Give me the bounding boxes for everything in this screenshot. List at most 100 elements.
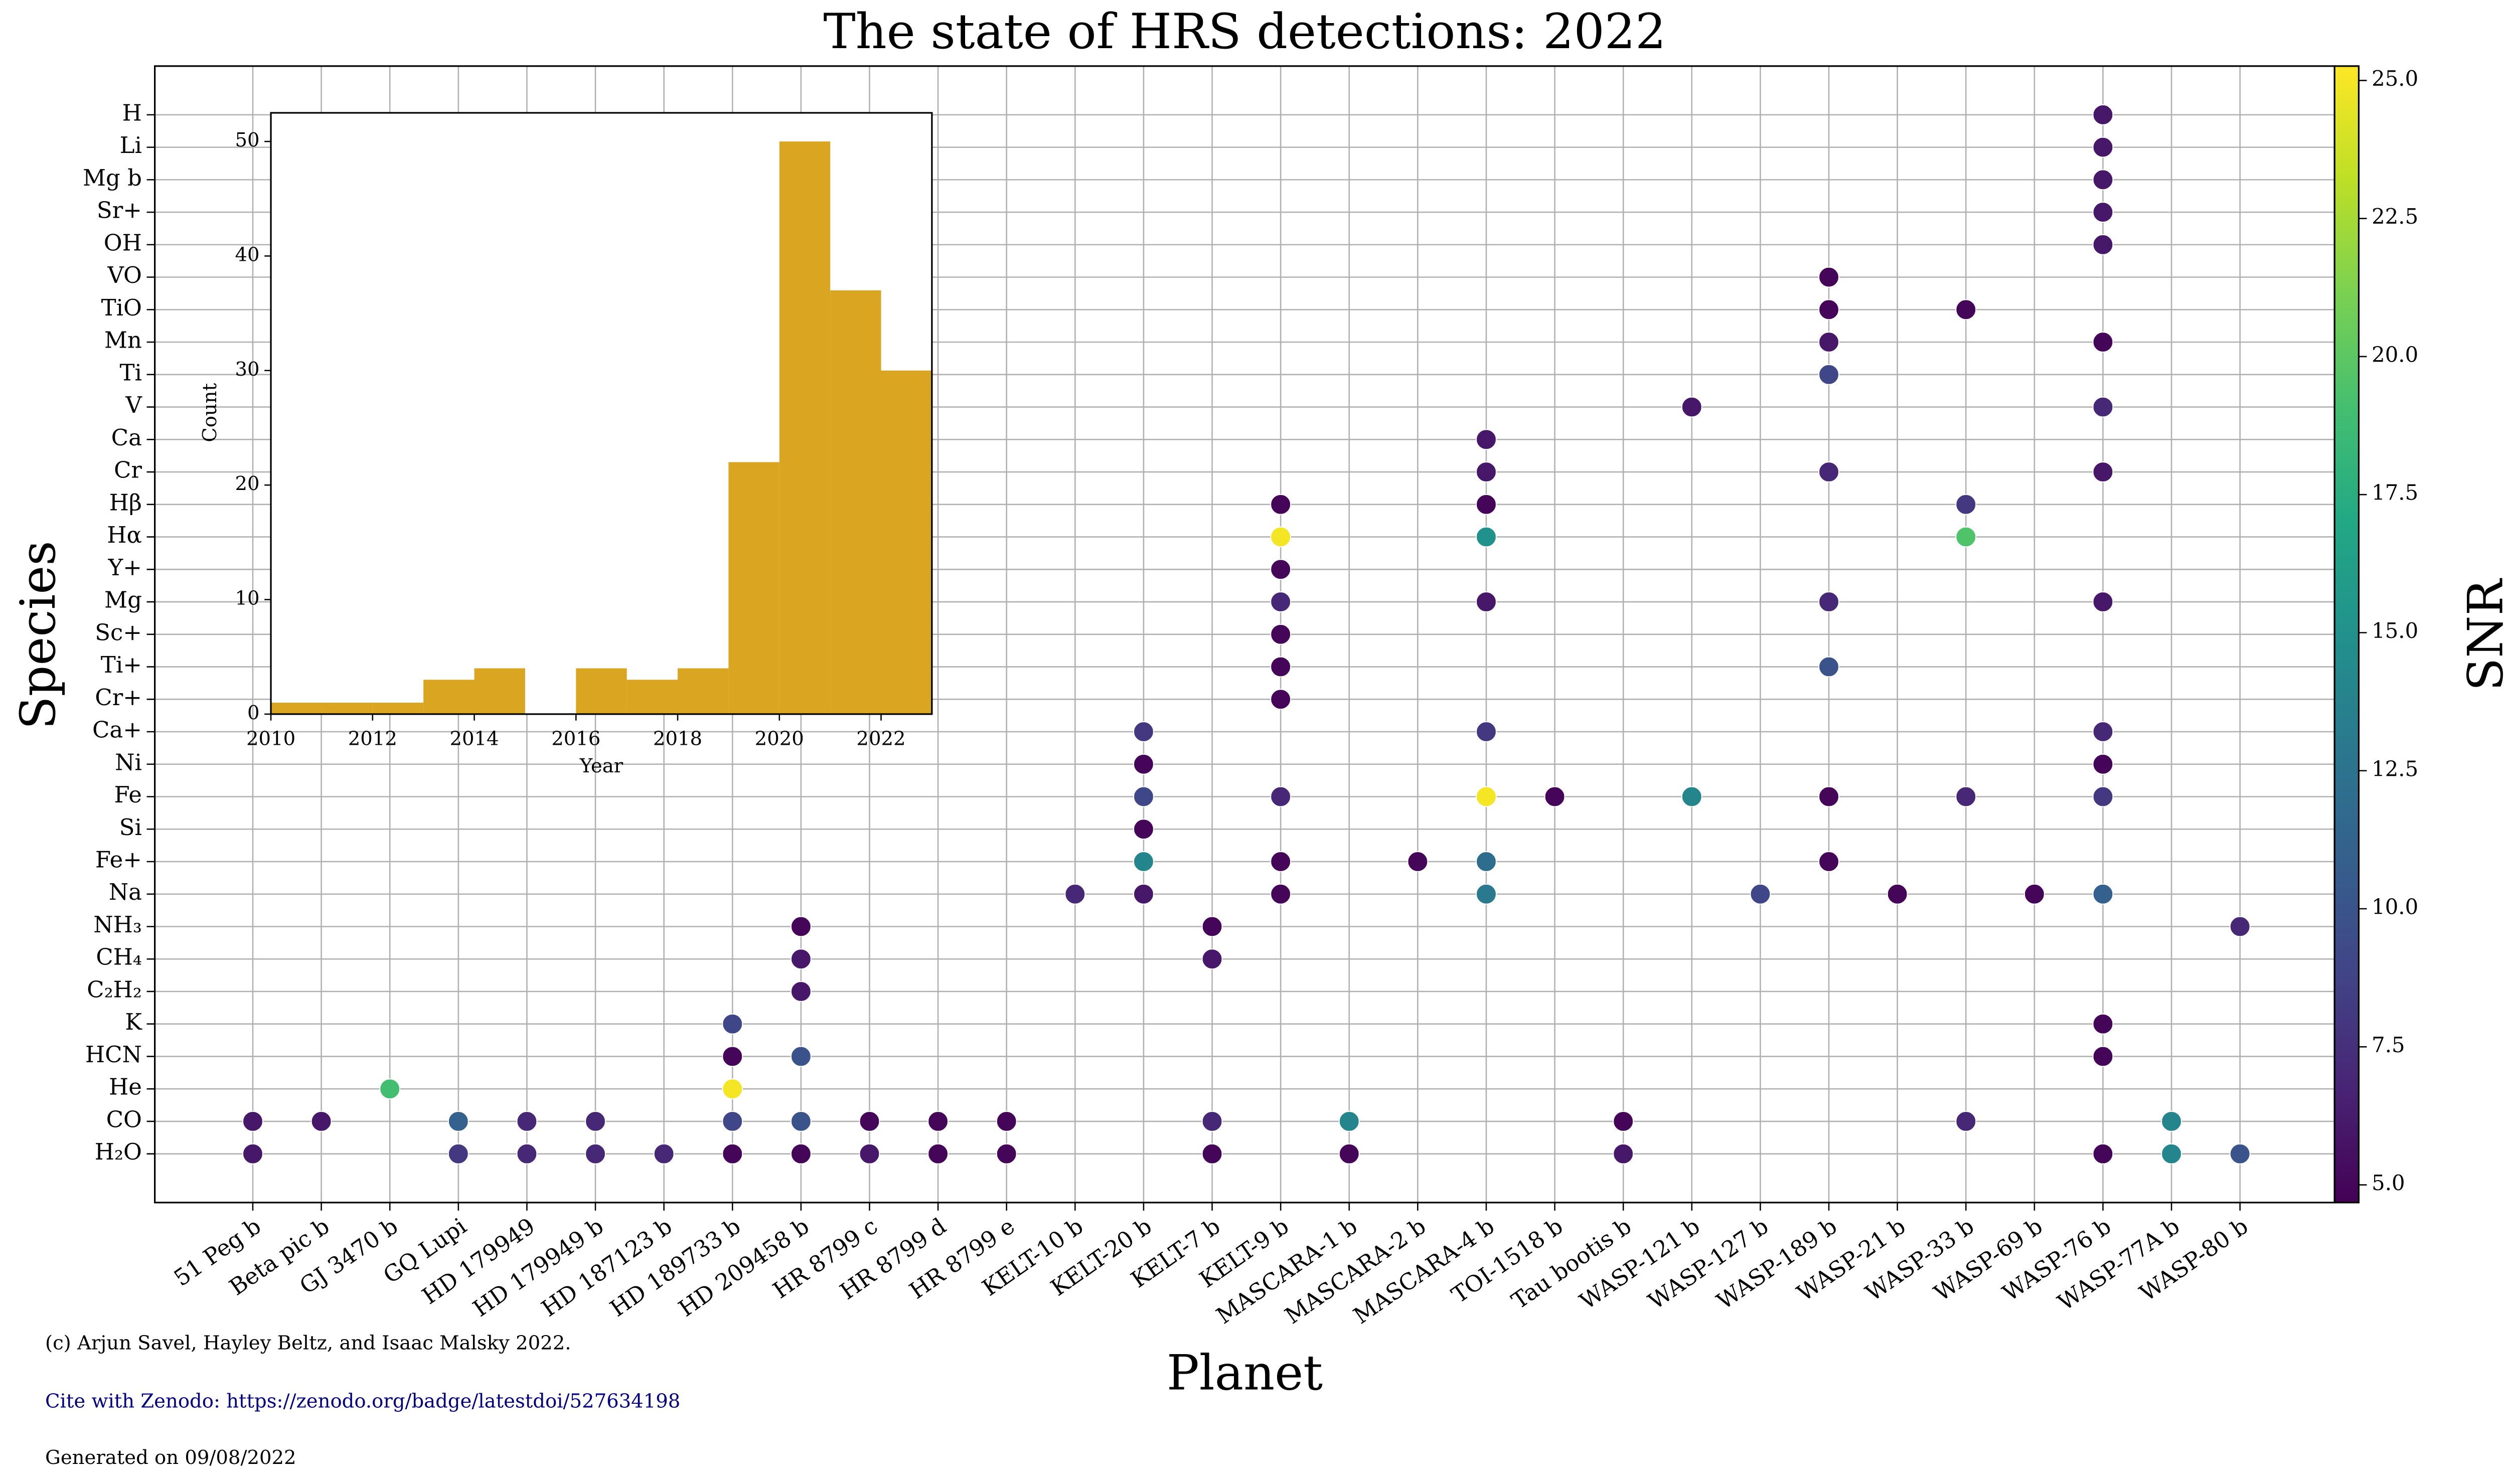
points xyxy=(242,104,2251,1165)
colorbar-tick-label: 25.0 xyxy=(2372,66,2418,91)
detection-point xyxy=(790,916,812,937)
detection-point xyxy=(1407,851,1429,872)
detection-point xyxy=(1476,591,1497,612)
detection-point xyxy=(2092,136,2114,158)
inset-x-tick-label: 2020 xyxy=(755,727,804,750)
detection-point xyxy=(790,1046,812,1067)
detection-point xyxy=(585,1143,606,1165)
inset-x-tick-label: 2014 xyxy=(449,727,499,750)
histogram-bar xyxy=(322,703,373,714)
y-tick-label: Cr xyxy=(114,457,142,483)
detection-point xyxy=(2092,721,2114,742)
detection-point xyxy=(1544,786,1565,807)
y-tick-label: Si xyxy=(119,814,142,841)
detection-point xyxy=(1476,786,1497,807)
detection-point xyxy=(379,1078,401,1100)
colorbar-tick-label: 5.0 xyxy=(2372,1171,2405,1195)
detection-point xyxy=(1270,689,1292,710)
footer-copyright: (c) Arjun Savel, Hayley Beltz, and Isaac… xyxy=(45,1332,571,1355)
detection-point xyxy=(242,1143,263,1165)
detection-point xyxy=(1064,883,1086,905)
y-tick-label: CO xyxy=(106,1106,142,1132)
detection-point xyxy=(585,1111,606,1132)
detection-point xyxy=(1818,786,1839,807)
colorbar-tick-label: 20.0 xyxy=(2372,342,2418,367)
footer-date: Generated on 09/08/2022 xyxy=(45,1446,296,1469)
y-tick-label: Hα xyxy=(107,522,142,548)
detection-point xyxy=(242,1111,263,1132)
y-tick-label: Mg xyxy=(104,587,142,613)
detection-point xyxy=(2092,883,2114,905)
y-tick-label: He xyxy=(109,1074,142,1100)
detection-point xyxy=(1955,526,1977,548)
detection-point xyxy=(2092,104,2114,125)
detection-point xyxy=(1476,883,1497,905)
y-tick-label: Hβ xyxy=(109,489,142,516)
colorbar xyxy=(2333,65,2360,1204)
y-tick-label: V xyxy=(125,392,142,418)
detection-point xyxy=(1270,559,1292,580)
detection-point xyxy=(2092,169,2114,191)
histogram-bar xyxy=(576,668,627,714)
detection-point xyxy=(1338,1111,1360,1132)
detection-point xyxy=(2229,1143,2251,1165)
inset-y-tick-label: 30 xyxy=(235,358,259,381)
inset-y-tick-label: 0 xyxy=(247,702,260,724)
y-tick-label: Mg b xyxy=(83,164,142,191)
y-tick-label: OH xyxy=(104,229,142,256)
histogram-bar xyxy=(423,680,475,714)
y-tick-label: TiO xyxy=(101,294,142,321)
x-axis-label: Planet xyxy=(1167,1345,1323,1401)
detection-point xyxy=(516,1143,538,1165)
detection-point xyxy=(1338,1143,1360,1165)
detection-point xyxy=(1818,591,1839,612)
y-tick-label: Y+ xyxy=(108,554,142,581)
inset-y-tick-label: 20 xyxy=(235,472,259,495)
detection-point xyxy=(1681,786,1702,807)
detection-point xyxy=(2023,883,2045,905)
detection-point xyxy=(2092,332,2114,353)
detection-point xyxy=(1270,526,1292,548)
inset-frame xyxy=(270,112,933,715)
detection-point xyxy=(1133,818,1154,840)
inset-x-tick-label: 2018 xyxy=(653,727,702,750)
histogram-bar xyxy=(372,703,424,714)
y-tick-label: Fe xyxy=(114,781,142,808)
detection-point xyxy=(2092,1013,2114,1035)
detection-point xyxy=(2092,234,2114,255)
detection-point xyxy=(2092,786,2114,807)
detection-point xyxy=(1476,461,1497,482)
detection-point xyxy=(1818,851,1839,872)
detection-point xyxy=(447,1143,469,1165)
y-tick-label: Mn xyxy=(104,327,142,354)
y-tick-label: Ca+ xyxy=(92,717,142,743)
detection-point xyxy=(1887,883,1908,905)
histogram-bar xyxy=(830,290,881,714)
detection-point xyxy=(1270,786,1292,807)
detection-point xyxy=(1133,883,1154,905)
detection-point xyxy=(790,981,812,1002)
detection-point xyxy=(859,1143,880,1165)
detection-point xyxy=(1133,753,1154,775)
detection-point xyxy=(1201,1143,1223,1165)
colorbar-tick-label: 7.5 xyxy=(2372,1033,2405,1057)
inset-chart: 2010 2012 2014 2016 2018 2020 2022 0 10 20 30 40 50 xyxy=(235,112,933,750)
detection-point xyxy=(2092,461,2114,482)
histogram-bar xyxy=(728,462,779,714)
y-tick-label: CH₄ xyxy=(96,944,142,970)
detection-point xyxy=(1613,1143,1634,1165)
detection-point xyxy=(1270,851,1292,872)
y-tick-label: H xyxy=(122,99,142,126)
y-tick-label: Ti+ xyxy=(101,651,142,678)
detection-point xyxy=(1818,364,1839,385)
detection-point xyxy=(790,1111,812,1132)
detection-point xyxy=(1955,493,1977,515)
detection-point xyxy=(1476,526,1497,548)
detection-point xyxy=(1270,623,1292,645)
histogram-bar xyxy=(271,703,322,714)
inset-y-label: Count xyxy=(199,383,221,442)
histogram-bar xyxy=(779,141,831,714)
inset-x-tick-label: 2022 xyxy=(856,727,905,750)
detection-point xyxy=(1476,851,1497,872)
histogram-bar xyxy=(474,668,525,714)
